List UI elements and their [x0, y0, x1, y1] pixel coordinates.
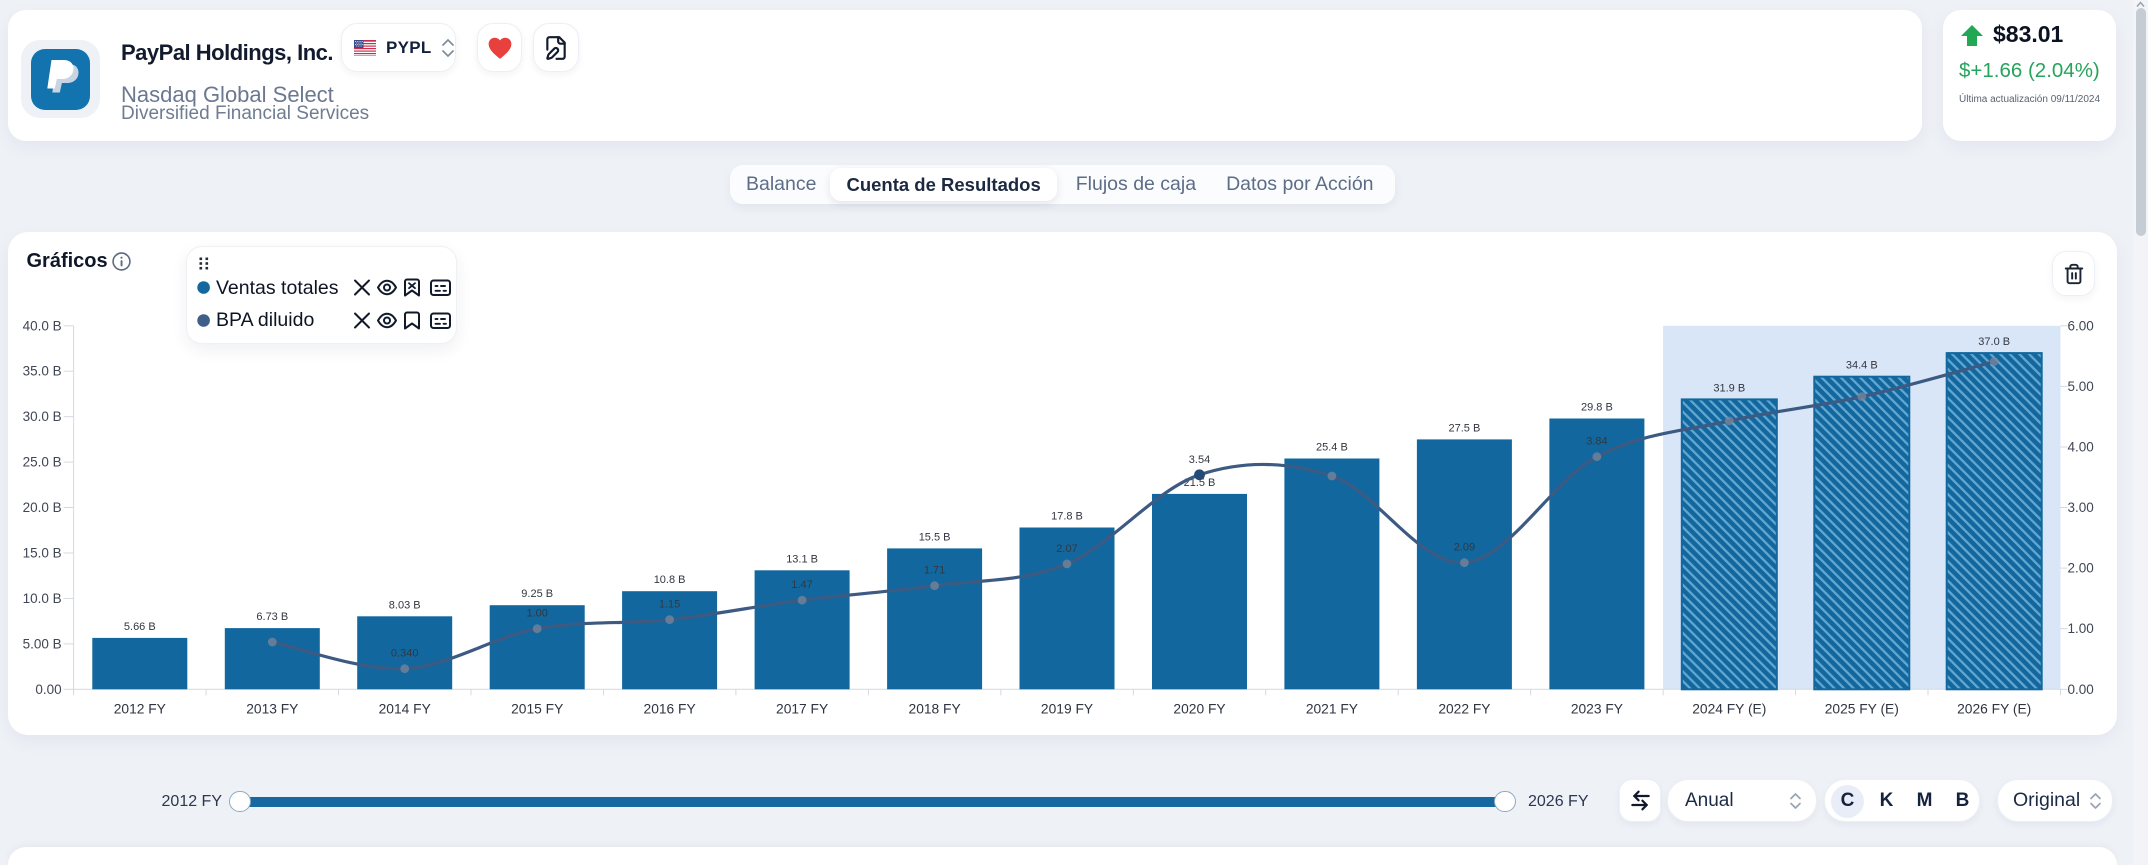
svg-text:21.5 B: 21.5 B: [1184, 477, 1216, 489]
svg-text:17.8 B: 17.8 B: [1051, 511, 1083, 523]
svg-text:25.0 B: 25.0 B: [23, 455, 62, 470]
svg-text:2013 FY: 2013 FY: [246, 701, 298, 716]
svg-text:3.54: 3.54: [1189, 454, 1210, 466]
svg-text:2020 FY: 2020 FY: [1173, 701, 1225, 716]
svg-text:20.0 B: 20.0 B: [23, 500, 62, 515]
svg-text:2026 FY (E): 2026 FY (E): [1957, 701, 2031, 716]
svg-text:10.8 B: 10.8 B: [654, 574, 686, 586]
svg-text:4.00: 4.00: [2068, 440, 2094, 455]
svg-text:2024 FY (E): 2024 FY (E): [1692, 701, 1766, 716]
svg-text:2019 FY: 2019 FY: [1041, 701, 1093, 716]
svg-text:2021 FY: 2021 FY: [1306, 701, 1358, 716]
svg-text:34.4 B: 34.4 B: [1846, 360, 1878, 372]
svg-text:0.00: 0.00: [35, 682, 61, 697]
svg-text:1.47: 1.47: [791, 579, 812, 591]
svg-text:15.0 B: 15.0 B: [23, 546, 62, 561]
svg-text:0.340: 0.340: [391, 648, 419, 660]
svg-text:31.9 B: 31.9 B: [1713, 382, 1745, 394]
svg-text:6.00: 6.00: [2068, 318, 2094, 333]
svg-text:1.00: 1.00: [526, 608, 547, 620]
svg-text:3.00: 3.00: [2068, 500, 2094, 515]
svg-text:5.00 B: 5.00 B: [23, 636, 62, 651]
svg-text:29.8 B: 29.8 B: [1581, 402, 1613, 414]
svg-text:6.73 B: 6.73 B: [256, 611, 288, 623]
svg-text:2025 FY (E): 2025 FY (E): [1825, 701, 1899, 716]
svg-text:9.25 B: 9.25 B: [521, 588, 553, 600]
svg-text:37.0 B: 37.0 B: [1978, 336, 2010, 348]
svg-text:2022 FY: 2022 FY: [1438, 701, 1490, 716]
svg-text:10.0 B: 10.0 B: [23, 591, 62, 606]
svg-text:2015 FY: 2015 FY: [511, 701, 563, 716]
svg-text:1.15: 1.15: [659, 599, 680, 611]
svg-text:40.0 B: 40.0 B: [23, 318, 62, 333]
svg-text:2014 FY: 2014 FY: [379, 701, 431, 716]
svg-text:15.5 B: 15.5 B: [919, 531, 951, 543]
svg-text:2023 FY: 2023 FY: [1571, 701, 1623, 716]
svg-text:2.07: 2.07: [1056, 543, 1077, 555]
svg-text:35.0 B: 35.0 B: [23, 364, 62, 379]
svg-text:0.00: 0.00: [2068, 682, 2094, 697]
svg-text:30.0 B: 30.0 B: [23, 409, 62, 424]
svg-text:1.71: 1.71: [924, 565, 945, 577]
svg-text:2012 FY: 2012 FY: [114, 701, 166, 716]
svg-text:25.4 B: 25.4 B: [1316, 442, 1348, 454]
svg-text:1.00: 1.00: [2068, 621, 2094, 636]
svg-text:2.09: 2.09: [1454, 542, 1475, 554]
svg-text:2016 FY: 2016 FY: [644, 701, 696, 716]
svg-text:5.66 B: 5.66 B: [124, 621, 156, 633]
svg-text:13.1 B: 13.1 B: [786, 553, 818, 565]
svg-text:27.5 B: 27.5 B: [1448, 422, 1480, 434]
svg-text:3.84: 3.84: [1586, 436, 1607, 448]
svg-text:8.03 B: 8.03 B: [389, 599, 421, 611]
svg-text:2018 FY: 2018 FY: [909, 701, 961, 716]
svg-text:5.00: 5.00: [2068, 379, 2094, 394]
svg-text:2017 FY: 2017 FY: [776, 701, 828, 716]
svg-text:2.00: 2.00: [2068, 561, 2094, 576]
